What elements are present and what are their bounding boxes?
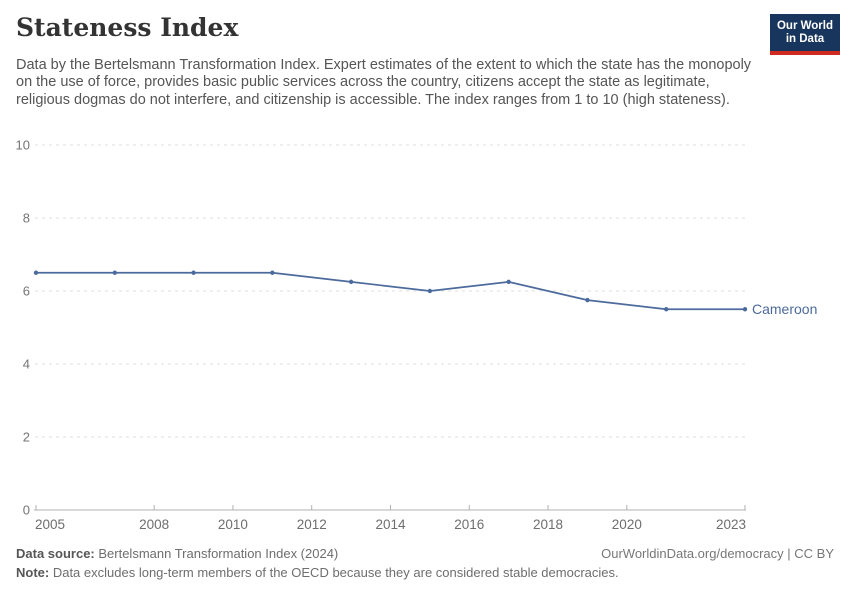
x-axis-tick-label: 2016 — [454, 517, 484, 532]
y-axis-tick-label: 0 — [23, 503, 30, 518]
data-point[interactable] — [33, 270, 39, 275]
data-point[interactable] — [270, 270, 275, 275]
data-source-text: Bertelsmann Transformation Index (2024) — [94, 546, 339, 561]
data-point[interactable] — [506, 279, 511, 285]
x-axis-tick-label: 2008 — [139, 517, 169, 532]
y-axis-tick-label: 8 — [23, 211, 30, 226]
footer-note: Note: Data excludes long-term members of… — [16, 565, 834, 580]
logo-text-line2: in Data — [785, 32, 825, 45]
owid-logo-box: Our World in Data — [770, 14, 840, 51]
data-point[interactable] — [427, 288, 433, 294]
y-axis-tick-label: 6 — [23, 284, 30, 299]
line-series-cameroon[interactable] — [36, 271, 745, 311]
y-axis-tick-label: 2 — [23, 430, 30, 445]
footer-row-1: Data source: Bertelsmann Transformation … — [16, 546, 834, 561]
data-point[interactable] — [664, 307, 669, 312]
x-axis-tick-label: 2018 — [533, 517, 563, 532]
x-axis-tick-label: 2005 — [35, 517, 65, 532]
y-axis-tick-label: 4 — [23, 357, 30, 372]
owid-logo: Our World in Data — [770, 14, 840, 55]
citation-link[interactable]: OurWorldinData.org/democracy | CC BY — [601, 546, 834, 561]
page-title: Stateness Index — [16, 13, 239, 42]
data-point[interactable] — [585, 297, 590, 303]
y-axis-tick-label: 10 — [16, 138, 30, 153]
x-axis-tick-label: 2010 — [218, 517, 248, 532]
data-point[interactable] — [348, 279, 354, 285]
note-label: Note: — [16, 565, 50, 580]
x-axis-tick-label: 2020 — [612, 517, 642, 532]
data-source: Data source: Bertelsmann Transformation … — [16, 546, 338, 561]
x-axis-tick-label: 2014 — [375, 517, 406, 532]
chart-subtitle: Data by the Bertelsmann Transformation I… — [16, 57, 752, 108]
data-point[interactable] — [112, 270, 117, 275]
logo-text-line1: Our World — [776, 19, 833, 32]
data-source-label: Data source: — [16, 546, 95, 561]
x-axis-tick-label: 2023 — [716, 517, 746, 532]
data-point[interactable] — [191, 270, 196, 275]
series-label[interactable]: Cameroon — [752, 301, 817, 317]
x-axis-tick-label: 2012 — [297, 517, 327, 532]
logo-red-bar — [770, 51, 840, 55]
data-point[interactable] — [742, 307, 748, 312]
note-text: Data excludes long-term members of the O… — [49, 565, 619, 580]
line-chart[interactable]: 0 2 4 6 8 10 2005 2008 2010 2012 2014 2016 2018 2020 2… — [0, 130, 850, 540]
